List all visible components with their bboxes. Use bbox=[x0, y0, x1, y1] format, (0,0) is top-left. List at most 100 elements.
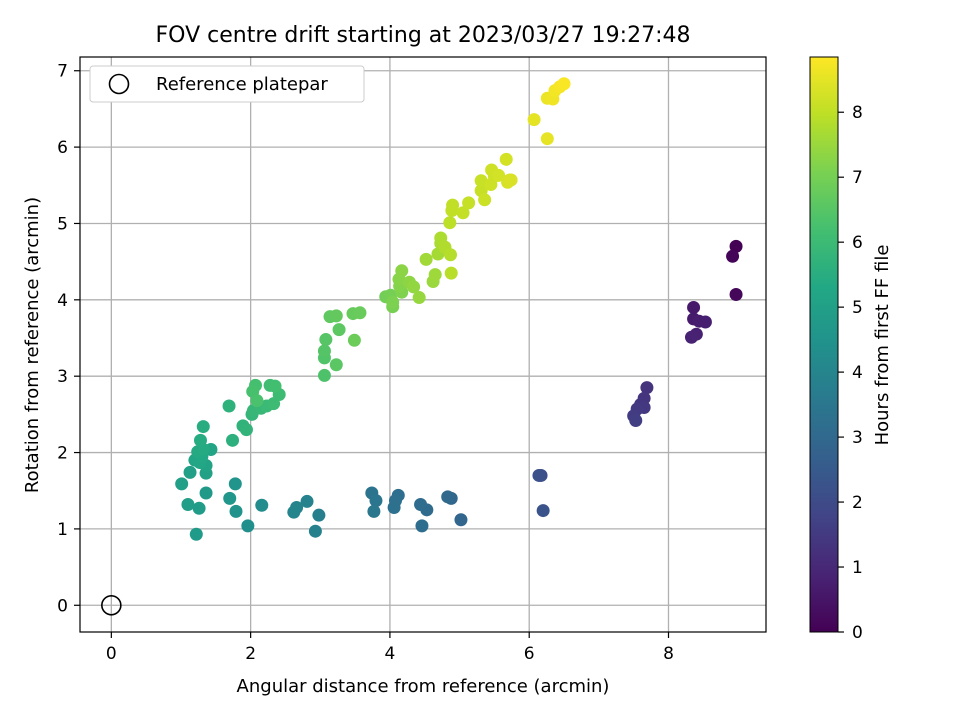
plot-frame bbox=[79, 56, 767, 633]
data-point bbox=[444, 248, 458, 262]
data-point bbox=[329, 309, 343, 323]
data-point bbox=[640, 381, 654, 395]
colorbar-tick-label: 0 bbox=[852, 623, 863, 643]
data-point bbox=[629, 413, 643, 427]
data-point bbox=[443, 216, 457, 230]
colorbar-tick-label: 7 bbox=[852, 168, 863, 188]
colorbar-tick-label: 6 bbox=[852, 233, 863, 253]
data-point bbox=[183, 465, 197, 479]
data-point bbox=[532, 468, 546, 482]
data-point bbox=[287, 505, 301, 519]
data-point bbox=[387, 501, 401, 515]
data-point bbox=[192, 501, 206, 515]
data-point bbox=[474, 174, 488, 188]
colorbar-tick-label: 8 bbox=[852, 103, 863, 123]
data-point bbox=[729, 239, 743, 253]
data-point bbox=[268, 379, 282, 393]
data-point bbox=[367, 504, 381, 518]
data-point bbox=[726, 249, 740, 263]
data-point bbox=[353, 306, 367, 320]
colorbar-gradient bbox=[809, 56, 839, 633]
y-tick-label: 7 bbox=[57, 62, 68, 82]
data-point bbox=[189, 527, 203, 541]
x-axis-ticks: 0 2 4 6 8 bbox=[106, 632, 674, 664]
data-point bbox=[312, 508, 326, 522]
colorbar-tick-label: 4 bbox=[852, 363, 863, 383]
y-tick-label: 0 bbox=[57, 596, 68, 616]
data-point bbox=[317, 368, 331, 382]
data-point bbox=[428, 268, 442, 282]
data-point bbox=[415, 519, 429, 533]
data-point bbox=[319, 333, 333, 347]
data-point bbox=[536, 504, 550, 518]
colorbar: 0 1 2 3 4 5 6 7 8 Hours from first FF file bbox=[809, 56, 893, 643]
colorbar-tick-label: 2 bbox=[852, 493, 863, 513]
data-point bbox=[540, 132, 554, 146]
data-point bbox=[478, 193, 492, 207]
data-point bbox=[369, 494, 383, 508]
data-point bbox=[329, 358, 343, 372]
x-tick-label: 4 bbox=[385, 644, 396, 664]
x-tick-label: 8 bbox=[663, 644, 674, 664]
data-point bbox=[557, 77, 571, 91]
data-point bbox=[239, 423, 253, 437]
data-point bbox=[414, 497, 428, 511]
data-point bbox=[229, 504, 243, 518]
data-point bbox=[412, 291, 426, 305]
data-point bbox=[222, 399, 236, 413]
colorbar-tick-label: 5 bbox=[852, 298, 863, 318]
data-point bbox=[499, 152, 513, 166]
grid-lines bbox=[80, 57, 766, 632]
legend-marker bbox=[108, 73, 130, 95]
data-point bbox=[444, 266, 458, 280]
data-point bbox=[196, 420, 210, 434]
x-tick-label: 2 bbox=[245, 644, 256, 664]
data-point bbox=[684, 330, 698, 344]
x-tick-label: 6 bbox=[524, 644, 535, 664]
y-tick-label: 2 bbox=[57, 444, 68, 464]
data-point bbox=[317, 344, 331, 358]
data-point bbox=[456, 206, 470, 220]
y-tick-label: 5 bbox=[57, 214, 68, 234]
data-point bbox=[175, 477, 189, 491]
x-axis-label: Angular distance from reference (arcmin) bbox=[237, 676, 610, 697]
data-point bbox=[250, 394, 264, 408]
colorbar-label: Hours from first FF file bbox=[872, 245, 893, 446]
data-point bbox=[308, 524, 322, 538]
data-point bbox=[504, 173, 518, 187]
colorbar-ticks: 0 1 2 3 4 5 6 7 8 bbox=[838, 103, 863, 643]
data-point bbox=[407, 280, 421, 294]
data-point bbox=[395, 264, 409, 278]
data-point bbox=[228, 477, 242, 491]
x-tick-label: 0 bbox=[106, 644, 117, 664]
y-tick-label: 6 bbox=[57, 138, 68, 158]
data-point bbox=[199, 486, 213, 500]
data-point bbox=[419, 252, 433, 266]
y-tick-label: 1 bbox=[57, 520, 68, 540]
data-point bbox=[462, 196, 476, 210]
data-point bbox=[241, 519, 255, 533]
legend-entry: Reference platepar bbox=[156, 74, 328, 95]
data-point bbox=[181, 497, 195, 511]
data-point bbox=[223, 491, 237, 505]
data-point bbox=[226, 433, 240, 447]
data-point bbox=[527, 113, 541, 127]
legend-box bbox=[89, 65, 365, 103]
data-point bbox=[332, 323, 346, 337]
data-point bbox=[687, 300, 701, 314]
data-point bbox=[441, 490, 455, 504]
colorbar-tick-label: 3 bbox=[852, 428, 863, 448]
data-point bbox=[492, 168, 506, 182]
y-axis-label: Rotation from reference (arcmin) bbox=[22, 197, 43, 493]
data-point bbox=[446, 198, 460, 212]
y-tick-label: 4 bbox=[57, 291, 68, 311]
y-tick-label: 3 bbox=[57, 367, 68, 387]
legend: Reference platepar bbox=[89, 65, 365, 103]
data-point bbox=[255, 498, 269, 512]
chart-title: FOV centre drift starting at 2023/03/27 … bbox=[156, 23, 691, 48]
data-point bbox=[386, 295, 400, 309]
data-points bbox=[175, 77, 743, 541]
data-point bbox=[347, 333, 361, 347]
colorbar-tick-label: 1 bbox=[852, 558, 863, 578]
